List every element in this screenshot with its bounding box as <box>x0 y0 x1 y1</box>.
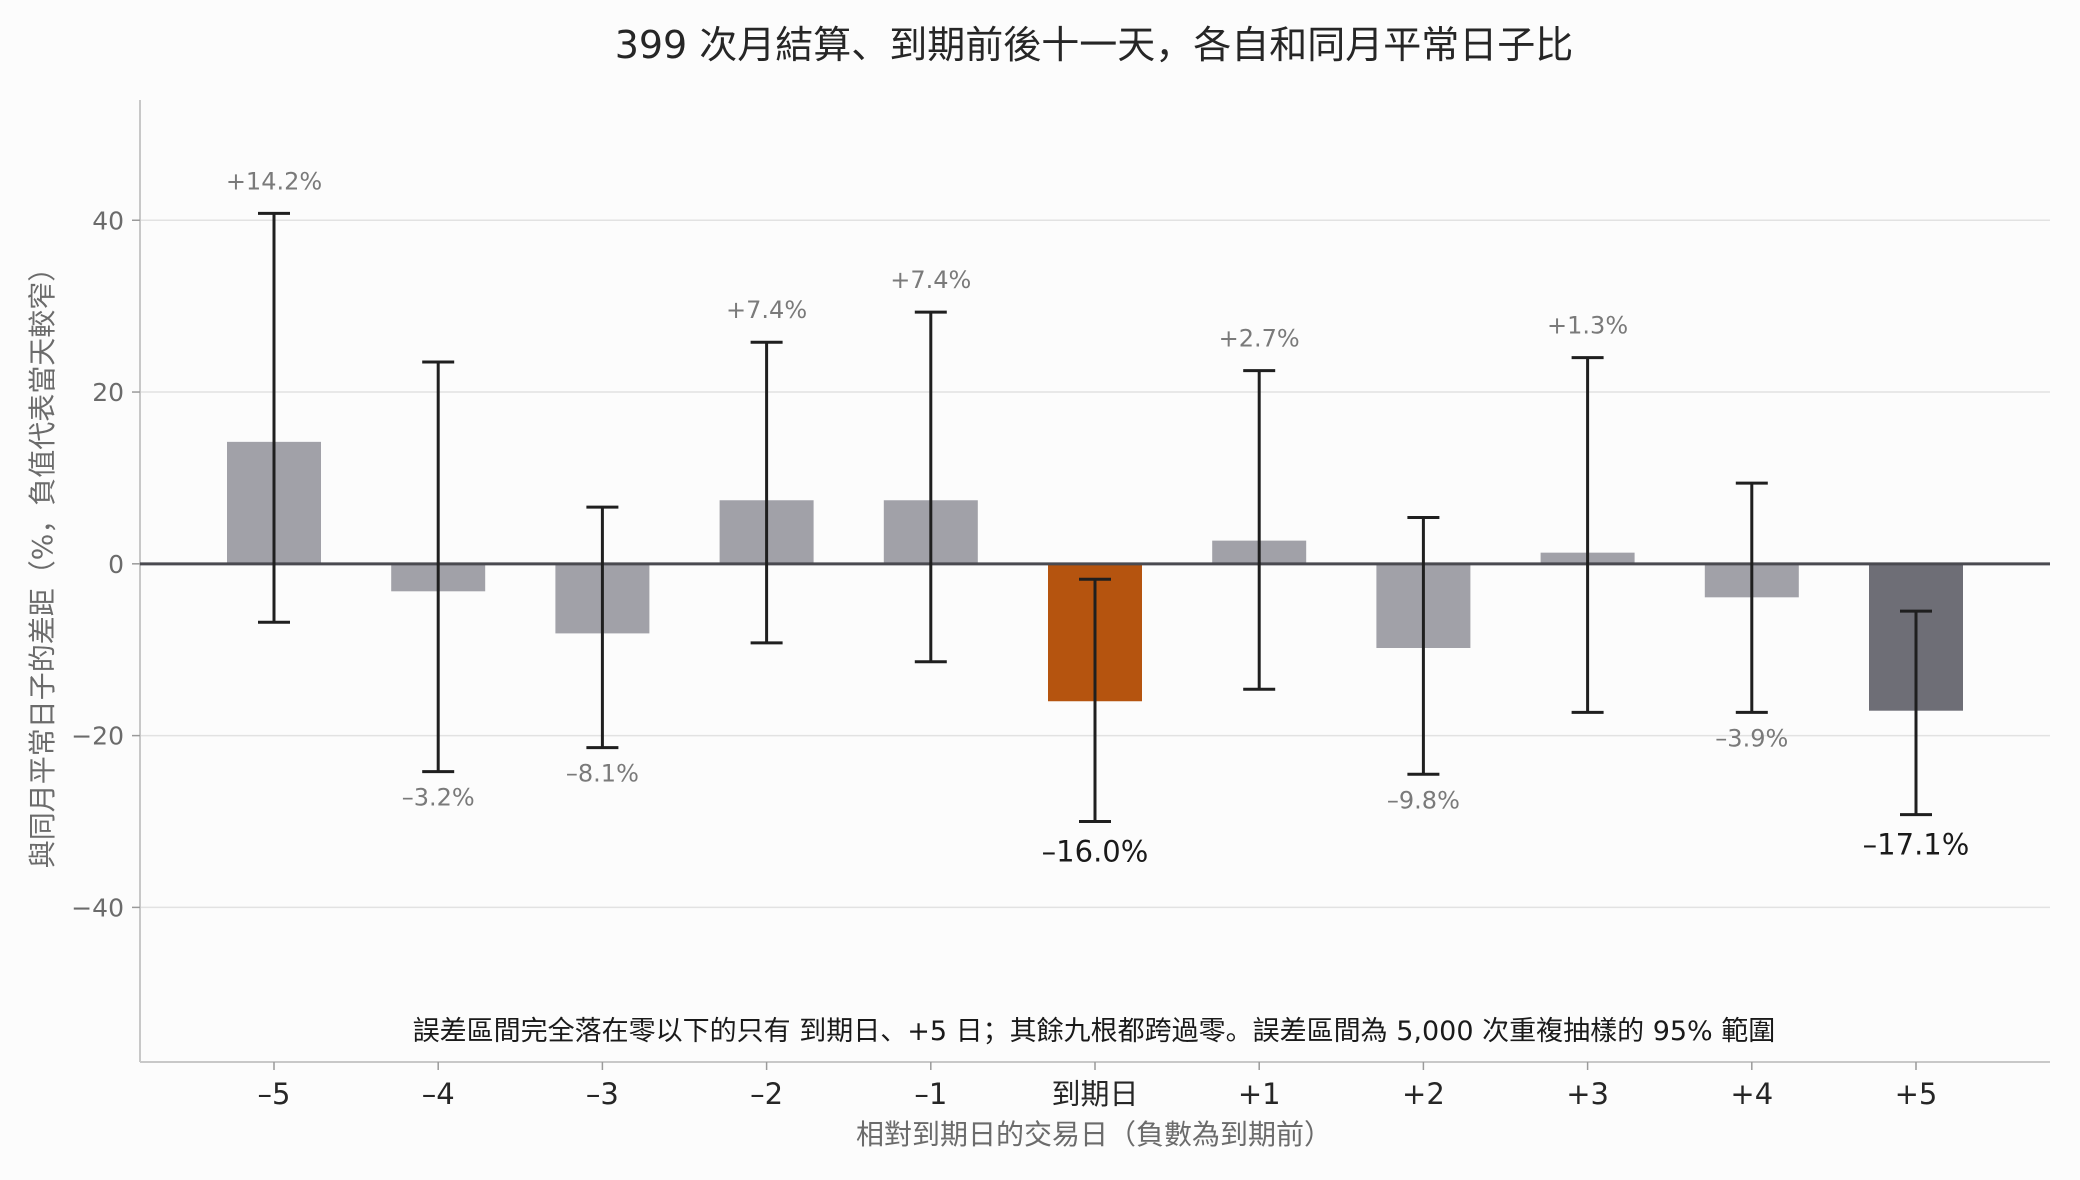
y-tick-label: −40 <box>71 893 124 922</box>
x-tick-label: –3 <box>586 1077 619 1111</box>
x-tick-label: 到期日 <box>1051 1077 1138 1111</box>
value-labels: +14.2% –3.2% –8.1% +7.4% +7.4% –16.0% +2.7% –9.… <box>226 167 1970 868</box>
error-bar-2 <box>586 505 619 750</box>
y-tick-label: 40 <box>92 206 124 235</box>
annotation-note: 誤差區間完全落在零以下的只有 到期日、+5 日；其餘九根都跨過零。誤差區間為 5… <box>413 1016 1776 1047</box>
error-bar-10 <box>1900 609 1932 817</box>
x-tick-label: +5 <box>1895 1077 1938 1111</box>
y-tick-label: 0 <box>108 550 124 579</box>
value-label-4: +7.4% <box>890 266 971 294</box>
x-axis-label: 相對到期日的交易日（負數為到期前） <box>856 1118 1332 1151</box>
value-label-1: –3.2% <box>402 784 475 812</box>
error-bar-8 <box>1571 356 1604 714</box>
value-label-9: –3.9% <box>1715 724 1788 752</box>
gridlines <box>140 219 2050 909</box>
x-tick-label: –2 <box>750 1077 783 1111</box>
error-bar-7 <box>1407 515 1440 776</box>
value-label-5: –16.0% <box>1042 835 1149 869</box>
error-bars <box>258 211 1932 823</box>
x-tick-labels: –5 –4 –3 –2 –1 到期日 +1 +2 +3 +4 +5 <box>258 1062 1938 1111</box>
value-label-2: –8.1% <box>566 760 639 788</box>
x-tick-label: –4 <box>422 1077 455 1111</box>
y-tick-label: −20 <box>71 722 124 751</box>
value-label-3: +7.4% <box>726 296 807 324</box>
y-tick-label: 20 <box>92 378 124 407</box>
error-bar-3 <box>750 340 783 645</box>
error-bar-9 <box>1735 481 1768 714</box>
x-tick-label: –1 <box>914 1077 947 1111</box>
chart-title: 399 次月結算、到期前後十一天，各自和同月平常日子比 <box>615 23 1574 67</box>
error-bar-4 <box>914 310 947 664</box>
x-tick-label: +1 <box>1238 1077 1281 1111</box>
x-tick-label: –5 <box>258 1077 291 1111</box>
value-label-0: +14.2% <box>226 167 322 195</box>
error-bar-6 <box>1243 369 1276 691</box>
x-tick-label: +4 <box>1730 1077 1773 1111</box>
value-label-10: –17.1% <box>1863 828 1970 862</box>
x-tick-label: +3 <box>1566 1077 1609 1111</box>
value-label-8: +1.3% <box>1547 312 1628 340</box>
error-bar-0 <box>258 211 290 624</box>
y-tick-labels: −40 −20 0 20 40 <box>71 206 140 922</box>
error-bar-5 <box>1079 577 1111 823</box>
y-axis-label: 與同月平常日子的差距（%，負值代表當天較窄） <box>26 254 59 869</box>
error-bar-1 <box>422 360 455 774</box>
x-tick-label: +2 <box>1402 1077 1445 1111</box>
value-label-7: –9.8% <box>1387 786 1460 814</box>
value-label-6: +2.7% <box>1219 325 1300 353</box>
